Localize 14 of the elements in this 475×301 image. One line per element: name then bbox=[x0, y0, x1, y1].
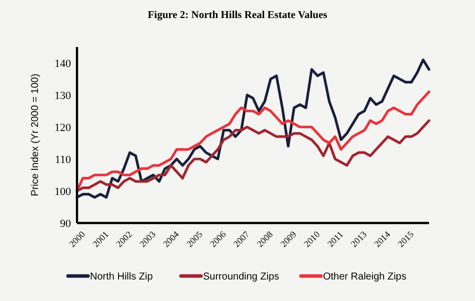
y-tick-label: 90 bbox=[60, 218, 72, 230]
y-tick-label: 100 bbox=[54, 186, 72, 198]
legend-label: Surrounding Zips bbox=[203, 272, 280, 282]
line-series bbox=[76, 90, 430, 192]
line-series bbox=[76, 119, 430, 192]
y-tick-label: 130 bbox=[54, 90, 72, 102]
line-series bbox=[76, 58, 430, 199]
legend-label: Other Raleigh Zips bbox=[323, 272, 406, 282]
chart-title: Figure 2: North Hills Real Estate Values bbox=[148, 10, 328, 21]
legend-label: North Hills Zip bbox=[90, 272, 154, 282]
y-tick-label: 140 bbox=[54, 58, 72, 70]
y-tick-label: 110 bbox=[54, 154, 72, 166]
y-tick-label: 120 bbox=[54, 122, 72, 134]
y-axis-title: Price Index (Yr 2000 = 100) bbox=[30, 74, 41, 196]
